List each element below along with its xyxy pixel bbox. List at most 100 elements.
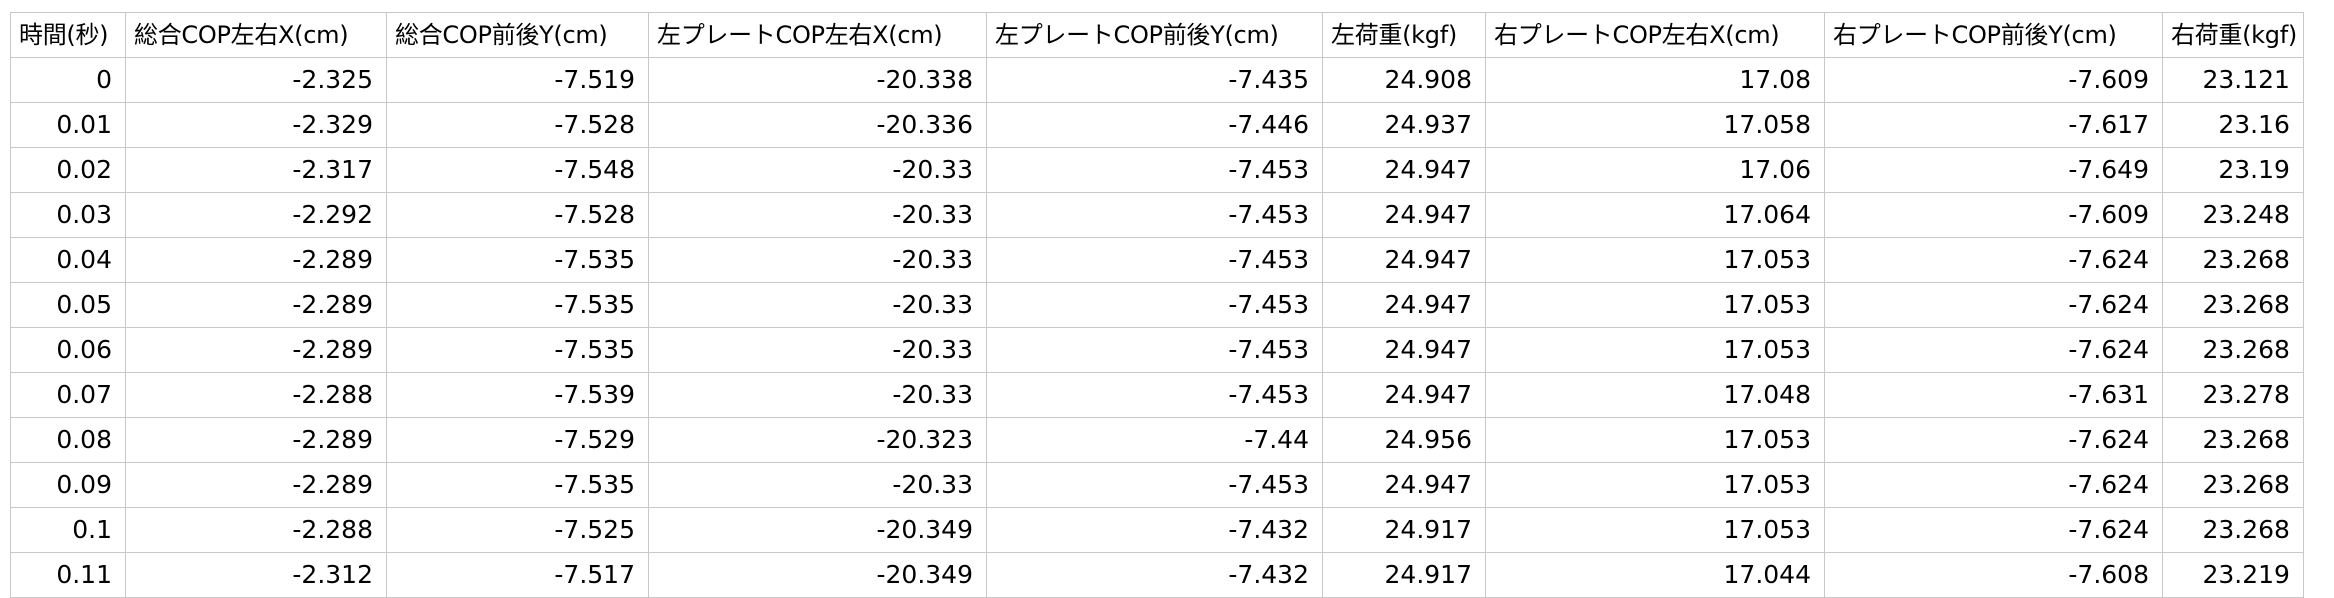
cell-left-load[interactable]: 24.947 bbox=[1322, 237, 1486, 283]
cell-right-cop-y[interactable]: -7.624 bbox=[1824, 507, 2163, 553]
cell-right-cop-x[interactable]: 17.058 bbox=[1485, 102, 1825, 148]
cell-left-cop-x[interactable]: -20.336 bbox=[648, 102, 987, 148]
cell-total-cop-x[interactable]: -2.289 bbox=[125, 237, 387, 283]
cell-right-load[interactable]: 23.121 bbox=[2162, 57, 2304, 103]
cell-left-cop-x[interactable]: -20.349 bbox=[648, 552, 987, 598]
cell-left-cop-x[interactable]: -20.33 bbox=[648, 237, 987, 283]
header-cell-total-cop-x[interactable]: 総合COP左右X(cm) bbox=[125, 12, 387, 58]
cell-right-cop-y[interactable]: -7.609 bbox=[1824, 57, 2163, 103]
cell-left-cop-x[interactable]: -20.33 bbox=[648, 192, 987, 238]
cell-left-cop-x[interactable]: -20.33 bbox=[648, 462, 987, 508]
cell-time[interactable]: 0.09 bbox=[10, 462, 126, 508]
cell-time[interactable]: 0.07 bbox=[10, 372, 126, 418]
cell-total-cop-y[interactable]: -7.517 bbox=[386, 552, 649, 598]
cell-total-cop-x[interactable]: -2.288 bbox=[125, 372, 387, 418]
cell-total-cop-y[interactable]: -7.539 bbox=[386, 372, 649, 418]
cell-right-cop-y[interactable]: -7.609 bbox=[1824, 192, 2163, 238]
cell-left-cop-x[interactable]: -20.33 bbox=[648, 147, 987, 193]
cell-time[interactable]: 0.03 bbox=[10, 192, 126, 238]
cell-time[interactable]: 0.01 bbox=[10, 102, 126, 148]
header-cell-time[interactable]: 時間(秒) bbox=[10, 12, 126, 58]
cell-total-cop-y[interactable]: -7.528 bbox=[386, 102, 649, 148]
cell-left-cop-y[interactable]: -7.453 bbox=[986, 372, 1323, 418]
cell-right-cop-x[interactable]: 17.053 bbox=[1485, 237, 1825, 283]
cell-left-cop-y[interactable]: -7.453 bbox=[986, 282, 1323, 328]
cell-total-cop-x[interactable]: -2.289 bbox=[125, 327, 387, 373]
cell-right-cop-x[interactable]: 17.053 bbox=[1485, 327, 1825, 373]
cell-total-cop-y[interactable]: -7.519 bbox=[386, 57, 649, 103]
cell-left-load[interactable]: 24.937 bbox=[1322, 102, 1486, 148]
header-cell-total-cop-y[interactable]: 総合COP前後Y(cm) bbox=[386, 12, 649, 58]
cell-left-load[interactable]: 24.947 bbox=[1322, 372, 1486, 418]
cell-right-cop-y[interactable]: -7.624 bbox=[1824, 237, 2163, 283]
cell-left-load[interactable]: 24.908 bbox=[1322, 57, 1486, 103]
cell-time[interactable]: 0.05 bbox=[10, 282, 126, 328]
cell-right-cop-y[interactable]: -7.631 bbox=[1824, 372, 2163, 418]
cell-time[interactable]: 0.08 bbox=[10, 417, 126, 463]
cell-time[interactable]: 0.04 bbox=[10, 237, 126, 283]
cell-right-load[interactable]: 23.278 bbox=[2162, 372, 2304, 418]
cell-left-cop-y[interactable]: -7.453 bbox=[986, 327, 1323, 373]
cell-total-cop-y[interactable]: -7.535 bbox=[386, 282, 649, 328]
header-cell-right-cop-y[interactable]: 右プレートCOP前後Y(cm) bbox=[1824, 12, 2163, 58]
cell-time[interactable]: 0.1 bbox=[10, 507, 126, 553]
cell-total-cop-x[interactable]: -2.312 bbox=[125, 552, 387, 598]
cell-total-cop-y[interactable]: -7.548 bbox=[386, 147, 649, 193]
cell-right-cop-x[interactable]: 17.048 bbox=[1485, 372, 1825, 418]
cell-right-load[interactable]: 23.268 bbox=[2162, 282, 2304, 328]
cell-left-cop-y[interactable]: -7.453 bbox=[986, 192, 1323, 238]
header-cell-left-cop-x[interactable]: 左プレートCOP左右X(cm) bbox=[648, 12, 987, 58]
cell-total-cop-x[interactable]: -2.329 bbox=[125, 102, 387, 148]
header-cell-left-cop-y[interactable]: 左プレートCOP前後Y(cm) bbox=[986, 12, 1323, 58]
cell-left-cop-y[interactable]: -7.432 bbox=[986, 507, 1323, 553]
cell-left-load[interactable]: 24.947 bbox=[1322, 147, 1486, 193]
cell-time[interactable]: 0.02 bbox=[10, 147, 126, 193]
cell-total-cop-x[interactable]: -2.289 bbox=[125, 417, 387, 463]
cell-left-load[interactable]: 24.947 bbox=[1322, 327, 1486, 373]
cell-left-cop-y[interactable]: -7.453 bbox=[986, 237, 1323, 283]
header-cell-left-load[interactable]: 左荷重(kgf) bbox=[1322, 12, 1486, 58]
header-cell-right-cop-x[interactable]: 右プレートCOP左右X(cm) bbox=[1485, 12, 1825, 58]
cell-right-load[interactable]: 23.268 bbox=[2162, 327, 2304, 373]
cell-left-cop-x[interactable]: -20.349 bbox=[648, 507, 987, 553]
cell-right-load[interactable]: 23.268 bbox=[2162, 507, 2304, 553]
cell-total-cop-x[interactable]: -2.289 bbox=[125, 462, 387, 508]
cell-time[interactable]: 0.06 bbox=[10, 327, 126, 373]
cell-left-cop-y[interactable]: -7.446 bbox=[986, 102, 1323, 148]
cell-right-cop-x[interactable]: 17.064 bbox=[1485, 192, 1825, 238]
cell-right-cop-y[interactable]: -7.624 bbox=[1824, 417, 2163, 463]
cell-total-cop-x[interactable]: -2.289 bbox=[125, 282, 387, 328]
cell-total-cop-y[interactable]: -7.535 bbox=[386, 237, 649, 283]
cell-left-cop-y[interactable]: -7.435 bbox=[986, 57, 1323, 103]
cell-total-cop-x[interactable]: -2.325 bbox=[125, 57, 387, 103]
cell-right-load[interactable]: 23.248 bbox=[2162, 192, 2304, 238]
cell-left-cop-y[interactable]: -7.453 bbox=[986, 462, 1323, 508]
cell-right-load[interactable]: 23.219 bbox=[2162, 552, 2304, 598]
cell-right-cop-x[interactable]: 17.044 bbox=[1485, 552, 1825, 598]
cell-left-load[interactable]: 24.917 bbox=[1322, 507, 1486, 553]
cell-time[interactable]: 0 bbox=[10, 57, 126, 103]
cell-right-cop-y[interactable]: -7.624 bbox=[1824, 282, 2163, 328]
cell-left-load[interactable]: 24.917 bbox=[1322, 552, 1486, 598]
cell-right-load[interactable]: 23.19 bbox=[2162, 147, 2304, 193]
cell-left-cop-x[interactable]: -20.338 bbox=[648, 57, 987, 103]
cell-left-cop-y[interactable]: -7.432 bbox=[986, 552, 1323, 598]
cell-total-cop-y[interactable]: -7.535 bbox=[386, 462, 649, 508]
cell-total-cop-x[interactable]: -2.292 bbox=[125, 192, 387, 238]
cell-left-cop-x[interactable]: -20.33 bbox=[648, 282, 987, 328]
cell-left-cop-x[interactable]: -20.323 bbox=[648, 417, 987, 463]
cell-right-cop-x[interactable]: 17.053 bbox=[1485, 282, 1825, 328]
cell-right-cop-x[interactable]: 17.053 bbox=[1485, 462, 1825, 508]
cell-right-load[interactable]: 23.268 bbox=[2162, 462, 2304, 508]
header-cell-right-load[interactable]: 右荷重(kgf) bbox=[2162, 12, 2304, 58]
cell-total-cop-x[interactable]: -2.317 bbox=[125, 147, 387, 193]
cell-right-cop-y[interactable]: -7.624 bbox=[1824, 327, 2163, 373]
cell-right-cop-x[interactable]: 17.053 bbox=[1485, 417, 1825, 463]
cell-right-cop-x[interactable]: 17.06 bbox=[1485, 147, 1825, 193]
cell-right-cop-y[interactable]: -7.617 bbox=[1824, 102, 2163, 148]
cell-right-load[interactable]: 23.268 bbox=[2162, 417, 2304, 463]
cell-right-load[interactable]: 23.16 bbox=[2162, 102, 2304, 148]
cell-right-load[interactable]: 23.268 bbox=[2162, 237, 2304, 283]
cell-right-cop-y[interactable]: -7.608 bbox=[1824, 552, 2163, 598]
cell-total-cop-y[interactable]: -7.525 bbox=[386, 507, 649, 553]
